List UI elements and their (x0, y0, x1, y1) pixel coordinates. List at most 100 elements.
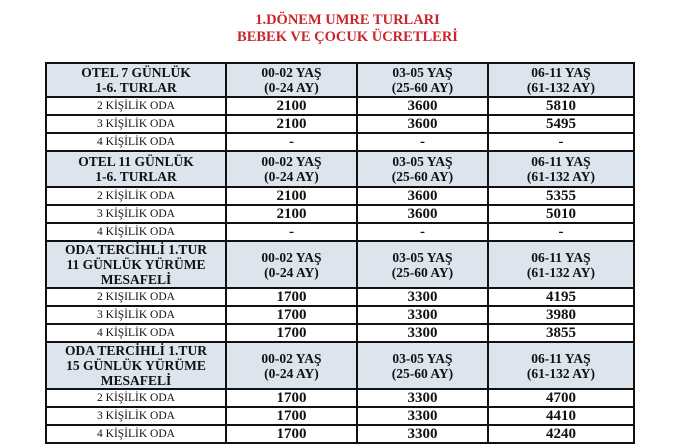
age-line: 06-11 YAŞ (531, 350, 591, 366)
heading-line: MESAFELİ (100, 373, 172, 388)
heading-line: OTEL 11 GÜNLÜK (78, 154, 194, 169)
age-column-header: 03-05 YAŞ (25-60 AY) (356, 62, 489, 98)
age-column-header: 06-11 YAŞ (61-132 AY) (487, 341, 635, 390)
table-row: 2 KIŞILIK ODA 1700 3300 4195 (45, 287, 635, 307)
price-cell: 1700 (225, 287, 358, 307)
price-cell: 3855 (487, 323, 635, 343)
table-row: 3 KİŞİLİK ODA 1700 3300 3980 (45, 305, 635, 325)
age-line: (61-132 AY) (526, 169, 596, 184)
age-column-header: 06-11 YAŞ (61-132 AY) (487, 150, 635, 188)
age-line: 03-05 YAŞ (392, 154, 453, 169)
section-heading: ODA TERCİHLİ 1.TUR 11 GÜNLÜK YÜRÜME MESAFE… (45, 240, 227, 289)
heading-line: MESAFELİ (100, 272, 172, 287)
room-type-label: 3 KİŞİLİK ODA (45, 204, 227, 224)
room-type-label: 2 KİŞİLİK ODA (45, 96, 227, 116)
age-line: (0-24 AY) (264, 80, 319, 95)
price-cell: 4195 (487, 287, 635, 307)
heading-line: ODA TERCİHLİ 1.TUR (65, 343, 207, 358)
room-type-label: 2 KIŞILIK ODA (45, 287, 227, 307)
price-cell: 3600 (356, 186, 489, 206)
age-line: (0-24 AY) (264, 365, 319, 381)
age-line: 00-02 YAŞ (261, 249, 322, 265)
age-column-header: 03-05 YAŞ (25-60 AY) (356, 150, 489, 188)
age-line: 03-05 YAŞ (392, 350, 453, 366)
table-row: 4 KİŞİLİK ODA 1700 3300 3855 (45, 323, 635, 343)
age-line: (0-24 AY) (264, 264, 319, 280)
price-cell: - (225, 132, 358, 152)
price-cell: 2100 (225, 186, 358, 206)
price-cell: 2100 (225, 204, 358, 224)
age-column-header: 00-02 YAŞ (0-24 AY) (225, 240, 358, 289)
price-cell: 5355 (487, 186, 635, 206)
section-header-row: OTEL 11 GÜNLÜK 1-6. TURLAR 00-02 YAŞ (0-24 … (45, 150, 635, 188)
age-line: 06-11 YAŞ (531, 249, 591, 265)
price-cell: 3300 (356, 424, 489, 444)
heading-line: 1-6. TURLAR (95, 169, 177, 184)
price-cell: 3300 (356, 323, 489, 343)
age-line: 06-11 YAŞ (531, 65, 591, 80)
room-type-label: 3 KİŞİLİK ODA (45, 406, 227, 426)
price-cell: 1700 (225, 323, 358, 343)
heading-line: 15 GÜNLÜK YÜRÜME (66, 358, 206, 373)
price-cell: 3300 (356, 406, 489, 426)
price-cell: 4700 (487, 388, 635, 408)
price-cell: 2100 (225, 114, 358, 134)
section-heading: OTEL 7 GÜNLÜK 1-6. TURLAR (45, 62, 227, 98)
room-type-label: 3 KİŞİLİK ODA (45, 114, 227, 134)
price-cell: - (487, 222, 635, 242)
table-row: 4 KİŞİLİK ODA - - - (45, 132, 635, 152)
heading-line: OTEL 7 GÜNLÜK (81, 65, 191, 80)
table-row: 3 KİŞİLİK ODA 2100 3600 5495 (45, 114, 635, 134)
price-cell: 3600 (356, 114, 489, 134)
age-column-header: 00-02 YAŞ (0-24 AY) (225, 62, 358, 98)
price-cell: 3300 (356, 388, 489, 408)
heading-line: ODA TERCİHLİ 1.TUR (65, 242, 207, 257)
age-line: (25-60 AY) (391, 365, 454, 381)
room-type-label: 2 KİŞİLİK ODA (45, 186, 227, 206)
age-column-header: 00-02 YAŞ (0-24 AY) (225, 341, 358, 390)
table-row: 4 KİŞİLİK ODA - - - (45, 222, 635, 242)
price-cell: 1700 (225, 305, 358, 325)
price-cell: 3300 (356, 287, 489, 307)
age-column-header: 03-05 YAŞ (25-60 AY) (356, 341, 489, 390)
age-column-header: 00-02 YAŞ (0-24 AY) (225, 150, 358, 188)
section-heading: OTEL 11 GÜNLÜK 1-6. TURLAR (45, 150, 227, 188)
heading-line: 11 GÜNLÜK YÜRÜME (66, 257, 206, 272)
room-type-label: 4 KİŞİLİK ODA (45, 424, 227, 444)
price-cell: 4240 (487, 424, 635, 444)
price-cell: 2100 (225, 96, 358, 116)
age-line: (25-60 AY) (391, 264, 454, 280)
price-cell: 3980 (487, 305, 635, 325)
price-cell: - (356, 132, 489, 152)
price-cell: 5495 (487, 114, 635, 134)
price-cell: 4410 (487, 406, 635, 426)
age-line: 00-02 YAŞ (261, 154, 322, 169)
age-column-header: 06-11 YAŞ (61-132 AY) (487, 240, 635, 289)
price-cell: 1700 (225, 388, 358, 408)
title-line-2: BEBEK VE ÇOCUK ÜCRETLERİ (237, 29, 458, 45)
section-header-row: ODA TERCİHLİ 1.TUR 11 GÜNLÜK YÜRÜME MESAFE… (45, 240, 635, 289)
age-line: 00-02 YAŞ (261, 65, 322, 80)
age-line: (25-60 AY) (391, 80, 454, 95)
age-line: 06-11 YAŞ (531, 154, 591, 169)
table-row: 2 KİŞİLİK ODA 2100 3600 5810 (45, 96, 635, 116)
age-line: (61-132 AY) (526, 80, 596, 95)
price-cell: 3300 (356, 305, 489, 325)
price-cell: - (487, 132, 635, 152)
price-cell: 3600 (356, 204, 489, 224)
heading-line: 1-6. TURLAR (95, 80, 177, 95)
age-line: (25-60 AY) (391, 169, 454, 184)
room-type-label: 2 KİŞİLİK ODA (45, 388, 227, 408)
section-header-row: ODA TERCİHLİ 1.TUR 15 GÜNLÜK YÜRÜME MESAFE… (45, 341, 635, 390)
price-cell: 3600 (356, 96, 489, 116)
table-row: 3 KİŞİLİK ODA 2100 3600 5010 (45, 204, 635, 224)
price-cell: - (356, 222, 489, 242)
age-line: 00-02 YAŞ (261, 350, 322, 366)
room-type-label: 4 KİŞİLİK ODA (45, 132, 227, 152)
room-type-label: 4 KİŞİLİK ODA (45, 222, 227, 242)
age-line: 03-05 YAŞ (392, 65, 453, 80)
price-cell: 1700 (225, 424, 358, 444)
price-cell: 5810 (487, 96, 635, 116)
price-cell: 5010 (487, 204, 635, 224)
price-table: OTEL 7 GÜNLÜK 1-6. TURLAR 00-02 YAŞ (0-24 A… (45, 62, 635, 444)
